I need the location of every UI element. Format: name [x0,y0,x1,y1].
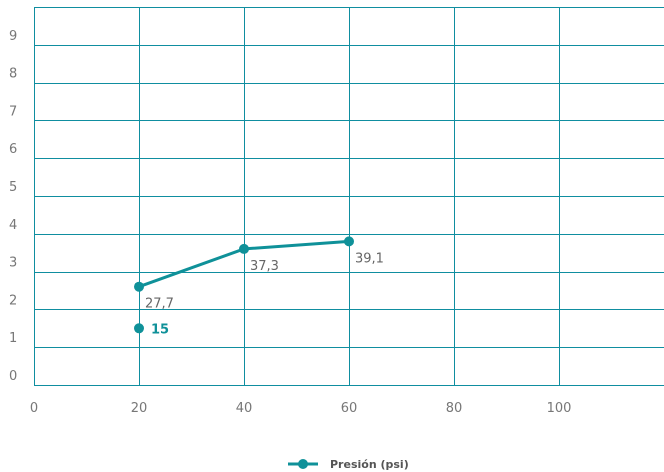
data-point [134,281,144,292]
x-tick-label: 40 [236,401,253,416]
x-axis-ticks: 0 20 40 60 80 100 [30,401,572,416]
data-point [344,236,354,247]
x-tick-label: 0 [30,401,38,416]
y-tick-label: 2 [9,293,17,308]
data-label: 27,7 [145,297,174,312]
y-tick-label: 3 [9,256,17,271]
x-tick-label: 80 [446,401,463,416]
chart-grid [34,7,664,386]
y-tick-label: 0 [9,369,17,384]
y-tick-label: 6 [9,142,17,157]
x-tick-label: 60 [341,401,358,416]
data-point [239,243,249,254]
data-label: 37,3 [250,259,279,274]
y-tick-label: 5 [9,180,17,195]
chart-series: 27,7 37,3 39,1 15 [134,236,384,337]
data-label: 39,1 [355,251,384,266]
y-tick-label: 1 [9,331,17,346]
y-tick-label: 7 [9,104,17,119]
y-tick-label: 8 [9,67,17,82]
standalone-point [134,323,144,334]
y-tick-label: 4 [9,218,17,233]
y-axis-ticks: 0 1 2 3 4 5 6 7 8 9 [9,29,17,384]
standalone-point-label: 15 [151,322,169,337]
chart-legend: Presión (psi) [288,458,409,471]
legend-label: Presión (psi) [330,458,409,471]
x-tick-label: 100 [547,401,572,416]
y-tick-label: 9 [9,29,17,44]
legend-marker [298,459,308,469]
x-tick-label: 20 [131,401,148,416]
